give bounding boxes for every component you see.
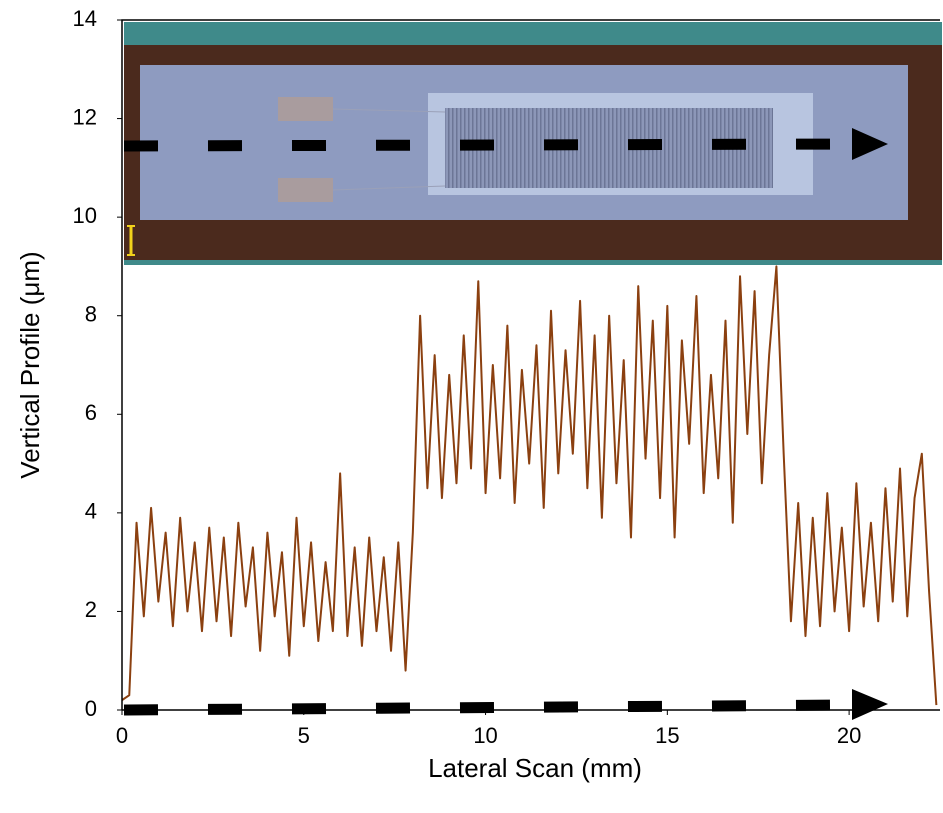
y-tick-label: 4 [85, 499, 97, 524]
axis-frame [121, 19, 940, 711]
x-axis-label: Lateral Scan (mm) [428, 753, 642, 783]
profile-line [121, 265, 938, 706]
x-tick-label: 20 [837, 723, 861, 748]
x-tick-label: 15 [655, 723, 679, 748]
plot-area [121, 265, 938, 706]
y-tick-label: 8 [85, 302, 97, 327]
y-tick-label: 10 [73, 203, 97, 228]
x-tick-label: 0 [116, 723, 128, 748]
x-tick-label: 5 [298, 723, 310, 748]
y-axis-label: Vertical Profile (μm) [15, 251, 45, 478]
y-tick-label: 14 [73, 6, 97, 31]
y-tick-label: 6 [85, 400, 97, 425]
x-tick-label: 10 [473, 723, 497, 748]
scan-arrows [123, 128, 888, 720]
y-tick-label: 2 [85, 597, 97, 622]
y-tick-label: 12 [73, 104, 97, 129]
inset-photo [124, 22, 942, 265]
y-tick-label: 0 [85, 696, 97, 721]
